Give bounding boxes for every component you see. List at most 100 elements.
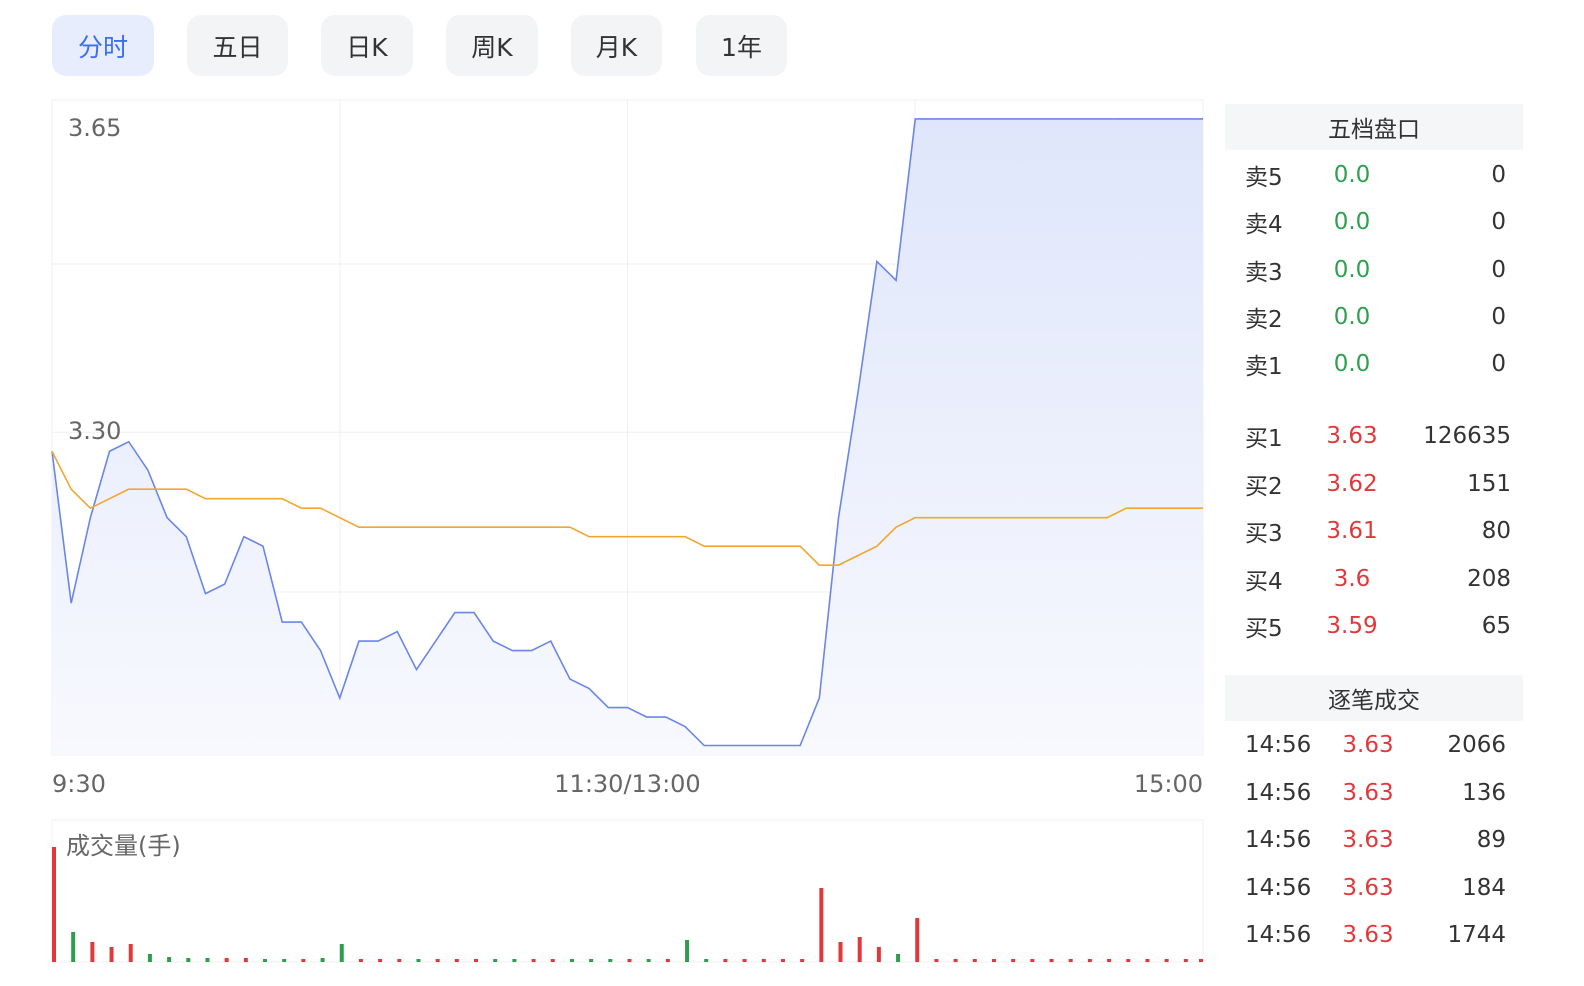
y-tick-label: 3.65 xyxy=(68,114,121,142)
row-volume: 151 xyxy=(1467,470,1511,497)
row-price: 3.59 xyxy=(1326,613,1378,639)
row-price: 3.62 xyxy=(1326,470,1378,497)
panel-header: 五档盘口 xyxy=(1225,104,1523,150)
volume-bar xyxy=(147,954,152,962)
volume-bar xyxy=(109,947,114,962)
volume-bar xyxy=(819,888,824,962)
volume-bar xyxy=(723,959,728,962)
row-label: 卖2 xyxy=(1245,306,1283,333)
row-volume: 89 xyxy=(1476,827,1506,853)
volume-bar xyxy=(685,940,690,962)
volume-bar xyxy=(531,959,536,962)
row-price: 0.0 xyxy=(1333,209,1371,236)
row-price: 0.0 xyxy=(1333,162,1371,188)
chart: 成交量(手) 3.653.302.9610.55%0.05%−10.45%9:3… xyxy=(51,99,1204,963)
tab[interactable]: 分时 xyxy=(52,15,154,76)
average-line xyxy=(51,450,1203,566)
row-price: 0.0 xyxy=(1333,351,1371,378)
price-area xyxy=(52,118,1203,756)
volume-bar xyxy=(90,942,95,962)
volume-bar xyxy=(704,959,709,962)
volume-bar xyxy=(627,959,632,962)
row-volume: 208 xyxy=(1467,565,1511,592)
volume-bar xyxy=(780,959,785,962)
x-tick-label: 11:30/13:00 xyxy=(554,770,700,798)
row-price: 3.63 xyxy=(1342,922,1394,948)
volume-bar xyxy=(1030,959,1035,962)
row-volume: 0 xyxy=(1491,162,1506,188)
volume-bar xyxy=(972,959,977,962)
volume-bar xyxy=(358,959,363,962)
row-label: 买4 xyxy=(1245,568,1283,595)
volume-bar xyxy=(934,959,939,962)
volume-frame xyxy=(51,819,1204,963)
volume-bar xyxy=(742,959,747,962)
volume-bar xyxy=(953,959,958,962)
volume-bar xyxy=(761,959,766,962)
volume-bar xyxy=(915,918,920,962)
tab[interactable]: 周K xyxy=(446,15,538,76)
row-volume: 1744 xyxy=(1447,922,1506,948)
row-label: 卖4 xyxy=(1245,212,1283,239)
volume-bar xyxy=(665,959,670,962)
row-volume: 80 xyxy=(1481,518,1511,544)
row-price: 3.63 xyxy=(1326,423,1378,449)
volume-bar xyxy=(550,959,555,962)
volume-bar xyxy=(416,959,421,962)
volume-bar xyxy=(339,944,344,962)
row-label: 买5 xyxy=(1245,616,1283,642)
volume-bar xyxy=(71,932,76,962)
row-price: 3.63 xyxy=(1342,827,1394,853)
row-volume: 0 xyxy=(1491,256,1506,283)
volume-bar xyxy=(608,959,613,962)
tab[interactable]: 1年 xyxy=(696,15,787,76)
volume-bar xyxy=(378,959,383,962)
volume-bar xyxy=(646,959,651,962)
panel-header: 逐笔成交 xyxy=(1225,675,1523,721)
row-price: 3.61 xyxy=(1326,518,1378,544)
volume-bar xyxy=(1145,959,1150,962)
volume-bar xyxy=(282,959,287,962)
y-tick-label: 3.30 xyxy=(68,417,121,445)
volume-bar xyxy=(569,959,574,962)
row-volume: 126635 xyxy=(1423,423,1511,449)
volume-bar xyxy=(1107,959,1112,962)
row-label: 14:56 xyxy=(1245,827,1312,853)
volume-bar xyxy=(167,957,172,962)
row-label: 14:56 xyxy=(1245,874,1312,901)
row-price: 3.63 xyxy=(1342,779,1394,806)
x-tick-label: 15:00 xyxy=(1134,770,1203,798)
volume-bar xyxy=(876,947,881,962)
row-label: 买1 xyxy=(1245,426,1283,452)
row-volume: 184 xyxy=(1462,874,1506,901)
volume-bar xyxy=(397,959,402,962)
volume-bar xyxy=(800,959,805,962)
row-price: 3.63 xyxy=(1342,732,1394,758)
row-label: 卖3 xyxy=(1245,259,1283,286)
row-volume: 65 xyxy=(1481,613,1511,639)
volume-bar xyxy=(1087,959,1092,962)
row-label: 买2 xyxy=(1245,473,1283,500)
volume-bar xyxy=(320,958,325,962)
volume-bar xyxy=(474,959,479,962)
tab[interactable]: 五日 xyxy=(187,15,288,76)
tab[interactable]: 月K xyxy=(571,15,662,76)
volume-bar xyxy=(1049,959,1054,962)
volume-bar xyxy=(243,958,248,962)
row-price: 3.63 xyxy=(1342,874,1394,901)
volume-bar xyxy=(589,959,594,962)
row-volume: 2066 xyxy=(1447,732,1506,758)
row-label: 14:56 xyxy=(1245,922,1312,948)
volume-bar xyxy=(857,937,862,962)
row-label: 卖1 xyxy=(1245,354,1283,381)
price-line xyxy=(51,118,1203,747)
volume-bar xyxy=(991,959,996,962)
x-tick-label: 9:30 xyxy=(52,770,106,798)
tab[interactable]: 日K xyxy=(321,15,413,76)
row-label: 14:56 xyxy=(1245,779,1312,806)
volume-bar xyxy=(454,959,459,962)
volume-bar xyxy=(1199,959,1203,962)
row-label: 卖5 xyxy=(1245,165,1283,191)
row-volume: 0 xyxy=(1491,209,1506,236)
volume-bar xyxy=(1164,959,1169,962)
